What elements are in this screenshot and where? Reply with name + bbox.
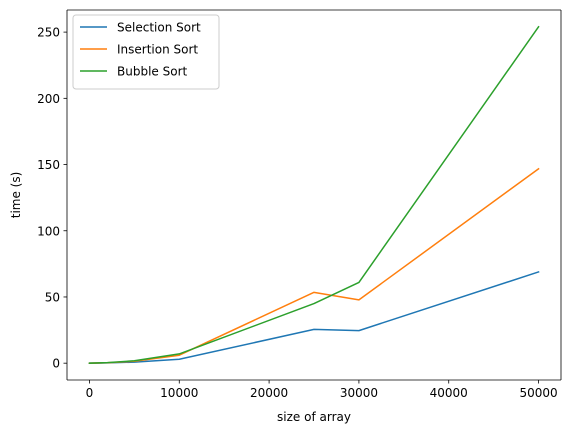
- y-tick-label: 200: [37, 92, 60, 106]
- y-tick-label: 0: [52, 357, 60, 371]
- y-tick-label: 100: [37, 224, 60, 238]
- y-axis-label: time (s): [9, 172, 23, 219]
- series-lines: [88, 25, 540, 364]
- legend-label-insertion-sort: Insertion Sort: [117, 43, 198, 57]
- x-axis-ticks: 0 10000 20000 30000 40000 50000: [86, 380, 558, 400]
- legend-label-selection-sort: Selection Sort: [117, 21, 201, 35]
- axes: [66, 9, 562, 381]
- y-tick-label: 150: [37, 158, 60, 172]
- x-tick-label: 50000: [519, 386, 557, 400]
- legend-box: [72, 14, 220, 90]
- x-tick-label: 10000: [160, 386, 198, 400]
- x-axis-label: size of array: [277, 410, 351, 424]
- y-axis-ticks: 0 50 100 150 200 250: [37, 26, 67, 371]
- y-tick-label: 250: [37, 26, 60, 40]
- x-tick-label: 0: [86, 386, 94, 400]
- x-tick-label: 20000: [250, 386, 288, 400]
- x-tick-label: 30000: [340, 386, 378, 400]
- x-tick-label: 40000: [430, 386, 468, 400]
- legend: Selection Sort Insertion Sort Bubble Sort: [72, 14, 220, 90]
- legend-label-bubble-sort: Bubble Sort: [117, 65, 187, 79]
- series-line-bubble-sort: [88, 25, 540, 364]
- y-tick-label: 50: [45, 290, 60, 304]
